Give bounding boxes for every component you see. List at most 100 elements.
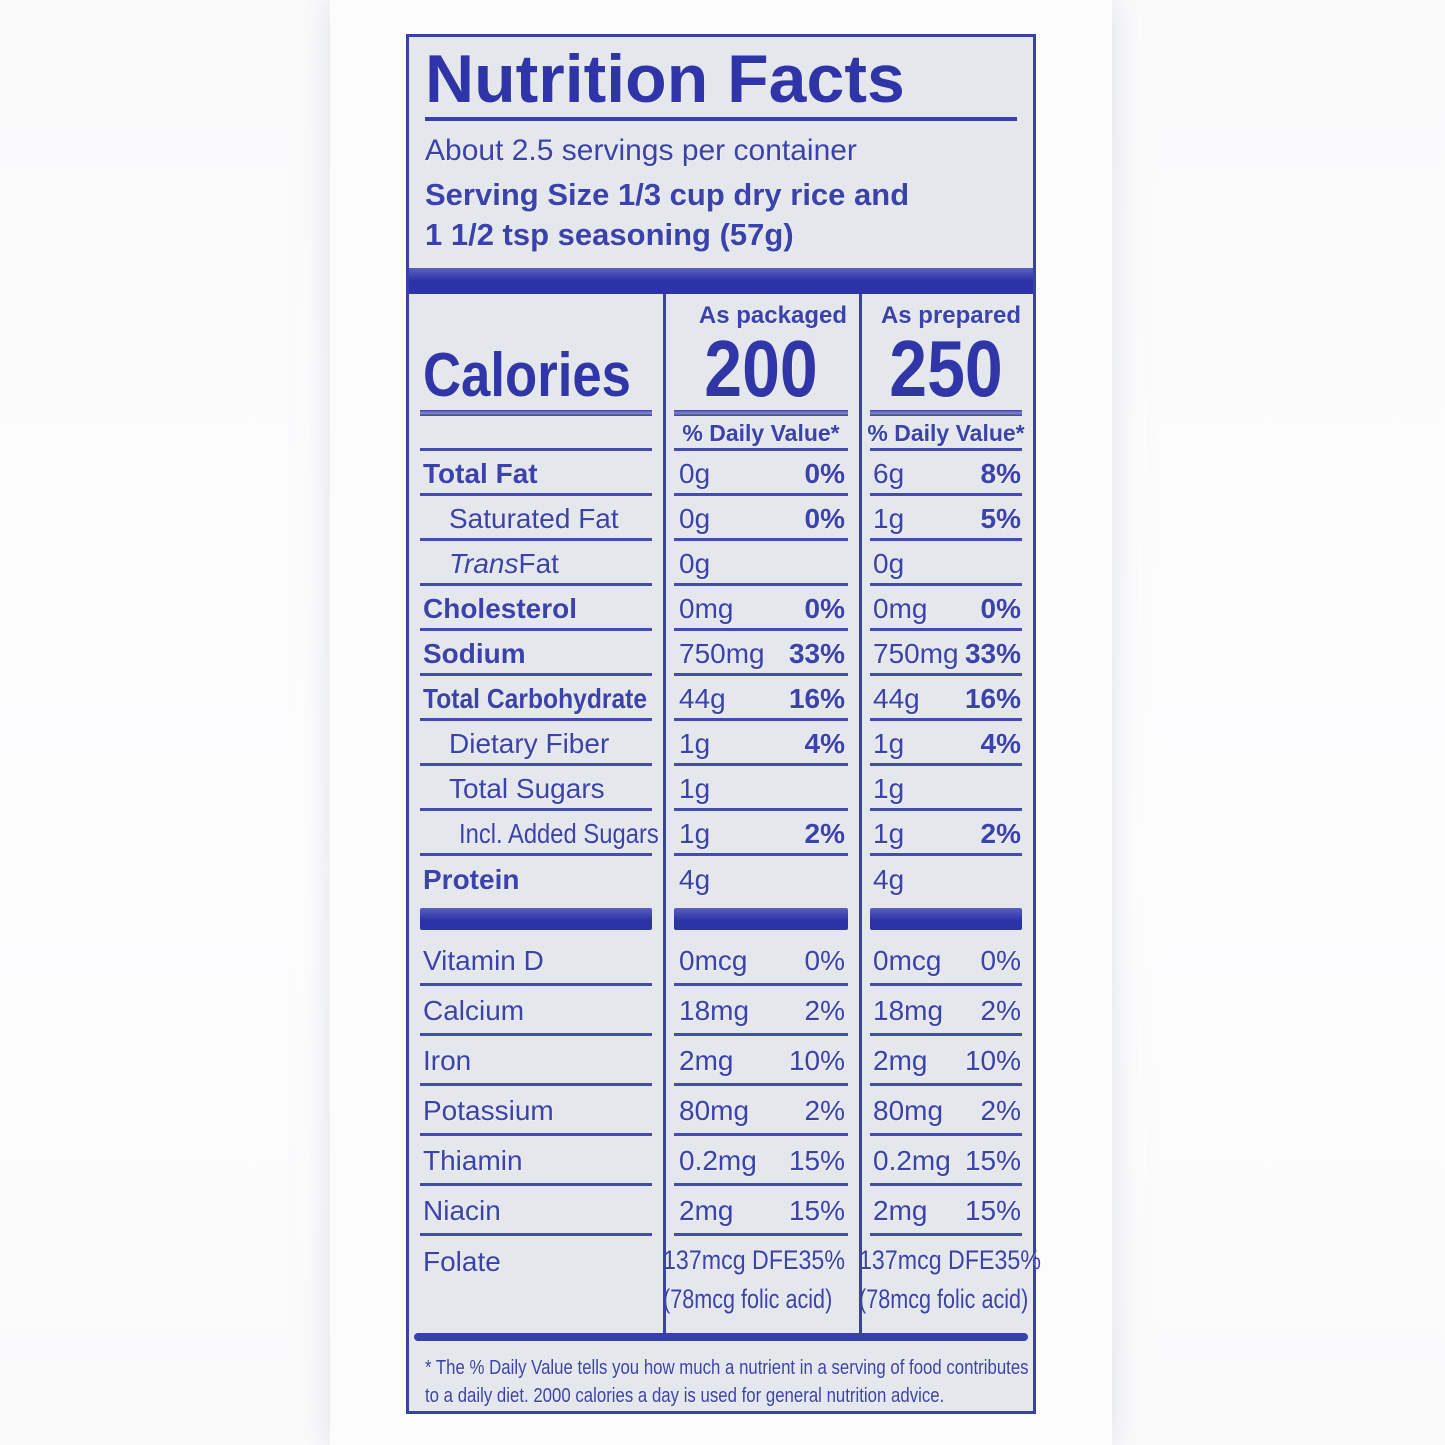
amount: 0g — [679, 457, 711, 489]
row-calcium: Calcium 18mg 2% 18mg 2% — [409, 986, 1033, 1036]
serving-size-line2: 1 1/2 tsp seasoning (57g) — [425, 217, 794, 252]
packaged-value: 1g 2% — [663, 811, 859, 856]
nutrient-name: Dietary Fiber — [409, 721, 663, 766]
row-dietary-fiber: Dietary Fiber 1g 4% 1g 4% — [409, 721, 1033, 766]
serving-size-line1: Serving Size 1/3 cup dry rice and — [425, 177, 910, 212]
nutrient-name: Niacin — [409, 1186, 663, 1236]
amount: 0.2mg — [873, 1145, 951, 1176]
section-bar — [663, 903, 859, 936]
row-thiamin: Thiamin 0.2mg 15% 0.2mg 15% — [409, 1136, 1033, 1186]
daily-value: 15% — [788, 1195, 845, 1226]
nutrient-name: Total Carbohydrate — [409, 676, 663, 721]
daily-value: 2% — [804, 995, 845, 1026]
packaged-value: 1g 4% — [663, 721, 859, 766]
daily-value: 0% — [804, 592, 845, 624]
prepared-value: 80mg 2% — [859, 1086, 1033, 1136]
row-total-fat: Total Fat 0g 0% 6g 8% — [409, 451, 1033, 496]
amount: 0mg — [873, 592, 928, 624]
packaged-value: 137mcg DFE 35% (78mcg folic acid) — [663, 1236, 859, 1333]
row-trans-fat: Trans Fat 0g 0g — [409, 541, 1033, 586]
amount: 80mg — [679, 1095, 750, 1126]
as-prepared-header: As prepared — [880, 302, 1021, 330]
daily-value: 4% — [980, 727, 1021, 759]
nutrient-name: Cholesterol — [409, 586, 663, 631]
amount: 1g — [873, 727, 905, 759]
amount: 4g — [873, 863, 905, 895]
folate-note: (78mcg folic acid) — [663, 1284, 833, 1314]
calories-packaged-cell: As packaged 200 — [663, 294, 859, 416]
daily-value: 2% — [980, 995, 1021, 1026]
prepared-value: 18mg 2% — [859, 986, 1033, 1036]
prepared-value: 1g 4% — [859, 721, 1033, 766]
row-protein: Protein 4g 4g — [409, 856, 1033, 903]
prepared-value: 0mg 0% — [859, 586, 1033, 631]
packaged-value: 0mcg 0% — [663, 936, 859, 986]
label-title: Nutrition Facts — [425, 41, 905, 117]
nutrient-name: Trans Fat — [409, 541, 663, 586]
daily-value: 35% — [994, 1245, 1041, 1275]
prepared-value: 0g — [859, 541, 1033, 586]
amount: 1g — [873, 772, 905, 804]
daily-value: 10% — [964, 1045, 1021, 1076]
nutrient-name: Sodium — [409, 631, 663, 676]
daily-value: 0% — [980, 945, 1021, 976]
daily-value: 33% — [788, 637, 845, 669]
calories-packaged-value: 200 — [704, 324, 818, 414]
prepared-value: 1g 2% — [859, 811, 1033, 856]
amount: 44g — [679, 682, 726, 714]
calories-row: Calories As packaged 200 As prepared 250 — [409, 294, 1033, 416]
daily-value: 8% — [980, 457, 1021, 489]
footnote: * The % Daily Value tells you how much a… — [409, 1341, 1033, 1410]
nutrient-name: Total Fat — [409, 451, 663, 496]
packaged-value: 1g — [663, 766, 859, 811]
folate-note: (78mcg folic acid) — [859, 1284, 1029, 1314]
row-folate: Folate 137mcg DFE 35% (78mcg folic acid) … — [409, 1236, 1041, 1333]
prepared-value: 0.2mg 15% — [859, 1136, 1033, 1186]
amount: 0mcg — [679, 945, 748, 976]
packaged-value: 0g 0% — [663, 496, 859, 541]
packaged-value: 18mg 2% — [663, 986, 859, 1036]
amount: 0mg — [679, 592, 734, 624]
row-vitamin-d: Vitamin D 0mcg 0% 0mcg 0% — [409, 936, 1033, 986]
packaged-value: 2mg 10% — [663, 1036, 859, 1086]
daily-value: 0% — [804, 945, 845, 976]
section-bar-top — [409, 268, 1033, 294]
label-header: Nutrition Facts About 2.5 servings per c… — [409, 37, 1033, 253]
amount: 6g — [873, 457, 905, 489]
daily-value: 2% — [804, 1095, 845, 1126]
amount: 0.2mg — [679, 1145, 757, 1176]
daily-value: 35% — [798, 1245, 845, 1275]
column-divider-1 — [663, 294, 666, 1333]
nutrient-name: Folate — [423, 1246, 501, 1277]
prepared-value: 0mcg 0% — [859, 936, 1033, 986]
daily-value: 2% — [980, 817, 1021, 849]
daily-value: 4% — [804, 727, 845, 759]
prepared-value: 1g 5% — [859, 496, 1033, 541]
daily-value: 16% — [964, 682, 1021, 714]
nutrient-name: Total Sugars — [409, 766, 663, 811]
nutrient-name: Potassium — [409, 1086, 663, 1136]
row-total-carbohydrate: Total Carbohydrate 44g 16% 44g 16% — [409, 676, 1033, 721]
amount: 18mg — [873, 995, 944, 1026]
row-sodium: Sodium 750mg 33% 750mg 33% — [409, 631, 1033, 676]
packaged-value: 44g 16% — [663, 676, 859, 721]
daily-value: 5% — [980, 502, 1021, 534]
daily-value: 2% — [804, 817, 845, 849]
facts-table: Calories As packaged 200 As prepared 250… — [409, 294, 1041, 1333]
daily-value-header-prepared: % Daily Value* — [859, 416, 1033, 451]
prepared-value: 2mg 15% — [859, 1186, 1033, 1236]
amount: 4g — [679, 863, 711, 895]
title-rule — [425, 117, 1017, 121]
packaged-value: 750mg 33% — [663, 631, 859, 676]
footnote-line2: to a daily diet. 2000 calories a day is … — [425, 1385, 945, 1407]
footnote-line1: * The % Daily Value tells you how much a… — [425, 1357, 1029, 1379]
amount: 2mg — [679, 1195, 734, 1226]
daily-value-header-spacer — [409, 416, 663, 451]
packaged-value: 0.2mg 15% — [663, 1136, 859, 1186]
packaged-value: 0g 0% — [663, 451, 859, 496]
daily-value: 2% — [980, 1095, 1021, 1126]
amount: 80mg — [873, 1095, 944, 1126]
prepared-value: 6g 8% — [859, 451, 1033, 496]
servings-per-container: About 2.5 servings per container — [425, 134, 857, 167]
amount: 0g — [873, 547, 905, 579]
